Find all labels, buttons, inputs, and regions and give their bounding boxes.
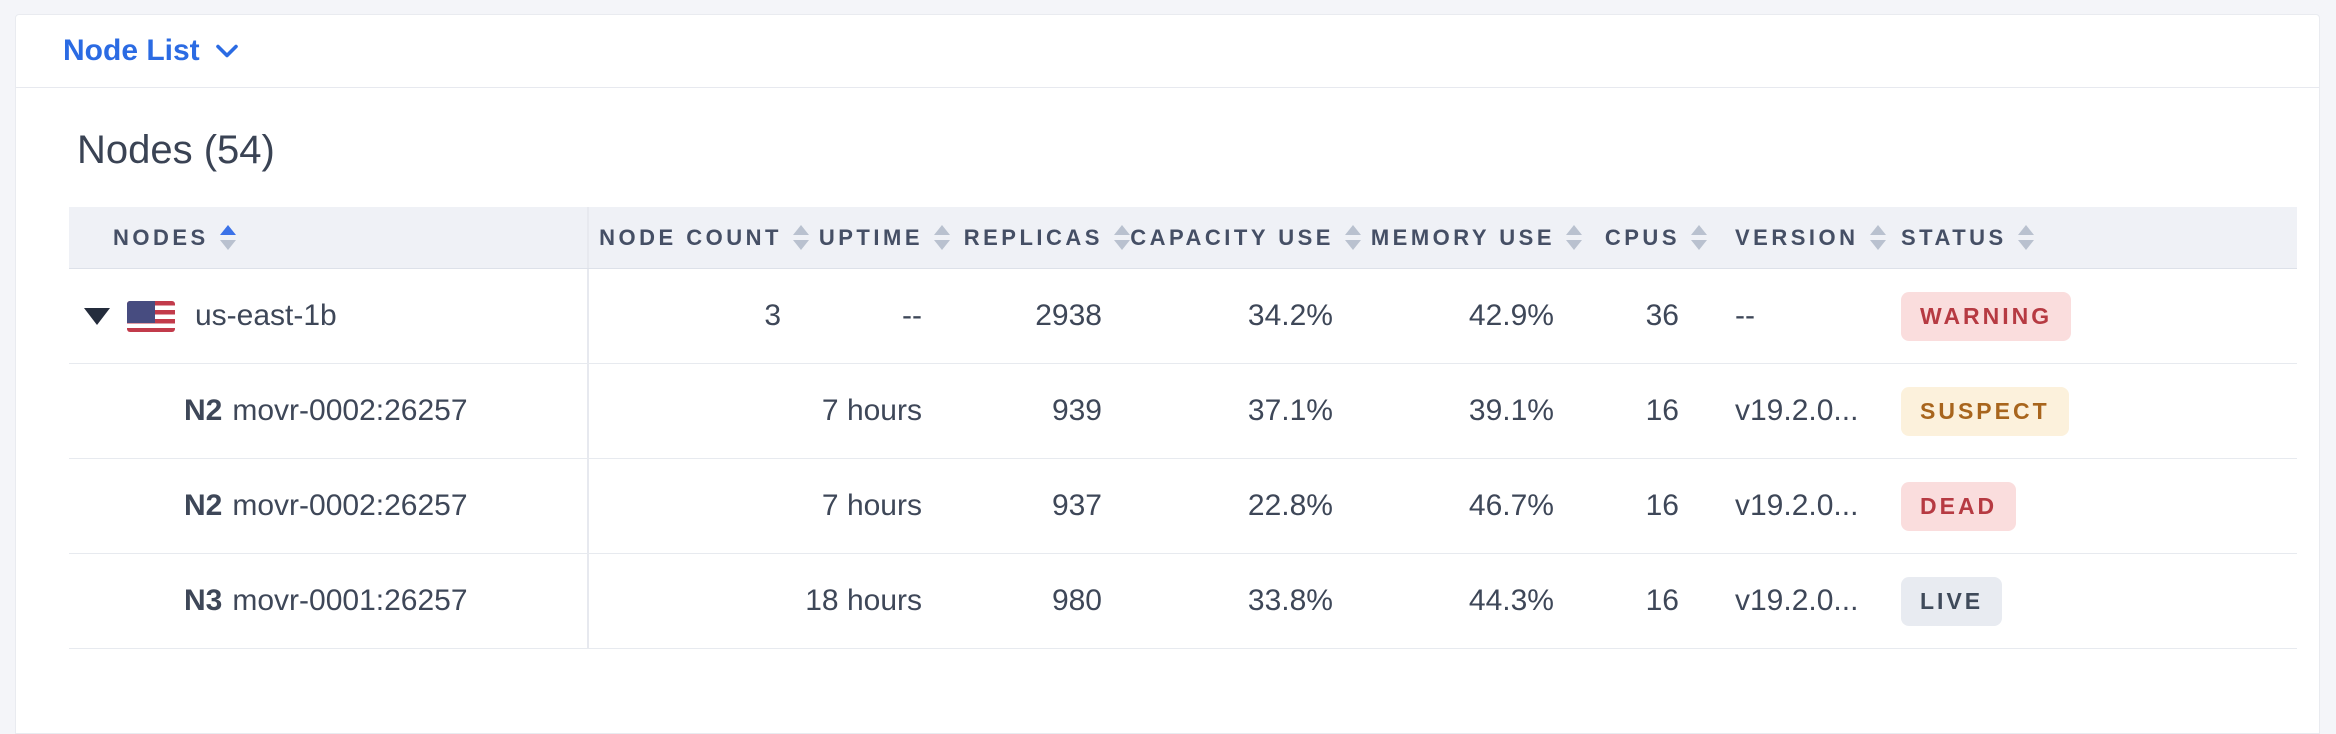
column-header-nodes[interactable]: NODES <box>69 207 589 268</box>
column-header-cpus[interactable]: CPUS <box>1582 207 1707 268</box>
column-label: STATUS <box>1901 224 2007 250</box>
column-label: CPUS <box>1604 224 1680 250</box>
status-cell: DEAD <box>1901 459 2297 553</box>
sort-icon <box>793 225 809 250</box>
nodes-table: NODES NODE COUNT UPTIME REPLICAS CAPACIT… <box>69 207 2297 649</box>
chevron-down-icon <box>215 44 239 59</box>
status-badge: WARNING <box>1901 291 2072 341</box>
column-label: UPTIME <box>818 224 923 250</box>
memory-use-cell: 39.1% <box>1468 394 1554 427</box>
column-label: CAPACITY USE <box>1130 224 1334 250</box>
node-cell: N2 movr-0002:26257 <box>69 459 589 553</box>
status-cell: SUSPECT <box>1901 364 2297 458</box>
capacity-use-cell: 37.1% <box>1247 394 1333 427</box>
memory-use-cell: 44.3% <box>1468 584 1554 617</box>
cpus-cell: 16 <box>1645 489 1679 522</box>
memory-use-cell: 46.7% <box>1468 489 1554 522</box>
replicas-cell: 939 <box>1051 394 1102 427</box>
node-count-cell <box>589 364 809 458</box>
version-cell: v19.2.0... <box>1735 489 1859 522</box>
node-id: N2 <box>184 489 223 522</box>
replicas-cell: 2938 <box>1035 299 1102 332</box>
status-badge: LIVE <box>1901 576 2003 626</box>
column-label: VERSION <box>1735 224 1859 250</box>
nodes-count-heading: Nodes (54) <box>77 128 275 172</box>
node-cell: N3 movr-0001:26257 <box>69 554 589 648</box>
node-count-cell: 3 <box>764 299 781 332</box>
status-cell: WARNING <box>1901 269 2297 363</box>
column-header-capacity-use[interactable]: CAPACITY USE <box>1130 207 1361 268</box>
card-header: Node List <box>16 15 2319 88</box>
node-id: N2 <box>184 394 223 427</box>
node-count-cell <box>589 459 809 553</box>
version-cell: v19.2.0... <box>1735 394 1859 427</box>
memory-use-cell: 42.9% <box>1468 299 1554 332</box>
uptime-cell: -- <box>902 299 922 332</box>
node-count-cell <box>589 554 809 648</box>
version-cell: -- <box>1735 299 1755 332</box>
node-list-dropdown-label: Node List <box>63 34 200 67</box>
uptime-cell: 7 hours <box>821 489 922 522</box>
table-row-node[interactable]: N2 movr-0002:26257 7 hours 939 37.1% 39.… <box>69 364 2297 459</box>
column-label: MEMORY USE <box>1370 224 1555 250</box>
cpus-cell: 16 <box>1645 584 1679 617</box>
capacity-use-cell: 22.8% <box>1247 489 1333 522</box>
sort-icon <box>219 225 236 250</box>
sort-icon <box>1869 225 1886 250</box>
sort-icon <box>1345 225 1361 250</box>
version-cell: v19.2.0... <box>1735 584 1859 617</box>
node-id: N3 <box>184 584 223 617</box>
us-flag-icon <box>127 300 175 332</box>
column-header-node-count[interactable]: NODE COUNT <box>589 207 809 268</box>
table-row-node[interactable]: N2 movr-0002:26257 7 hours 937 22.8% 46.… <box>69 459 2297 554</box>
status-badge: DEAD <box>1901 481 2017 531</box>
column-header-uptime[interactable]: UPTIME <box>809 207 950 268</box>
table-row-node[interactable]: N3 movr-0001:26257 18 hours 980 33.8% 44… <box>69 554 2297 649</box>
replicas-cell: 937 <box>1051 489 1102 522</box>
capacity-use-cell: 34.2% <box>1247 299 1333 332</box>
collapse-caret-icon[interactable] <box>84 307 110 325</box>
sort-icon <box>1566 225 1582 250</box>
uptime-cell: 18 hours <box>805 584 922 617</box>
cpus-cell: 16 <box>1645 394 1679 427</box>
column-label: NODES <box>113 224 209 250</box>
column-header-status[interactable]: STATUS <box>1901 207 2297 268</box>
column-header-replicas[interactable]: REPLICAS <box>950 207 1130 268</box>
node-address: movr-0001:26257 <box>232 584 468 617</box>
node-list-dropdown[interactable]: Node List <box>63 34 239 68</box>
node-address: movr-0002:26257 <box>232 394 468 427</box>
cpus-cell: 36 <box>1645 299 1679 332</box>
sort-icon <box>2017 225 2034 250</box>
column-header-version[interactable]: VERSION <box>1707 207 1901 268</box>
replicas-cell: 980 <box>1051 584 1102 617</box>
sort-icon <box>1691 225 1707 250</box>
card-content: Nodes (54) NODES NODE COUNT UPTIME REPLI… <box>16 128 2319 649</box>
table-row-region[interactable]: us-east-1b 3 -- 2938 34.2% 42.9% 36 -- W… <box>69 269 2297 364</box>
node-list-card: Node List Nodes (54) NODES NODE COUNT UP… <box>15 14 2320 734</box>
region-label: us-east-1b <box>195 299 337 332</box>
column-label: NODE COUNT <box>599 224 782 250</box>
node-cell: N2 movr-0002:26257 <box>69 364 589 458</box>
sort-icon <box>934 225 950 250</box>
capacity-use-cell: 33.8% <box>1247 584 1333 617</box>
uptime-cell: 7 hours <box>821 394 922 427</box>
status-badge: SUSPECT <box>1901 386 2069 436</box>
table-header-row: NODES NODE COUNT UPTIME REPLICAS CAPACIT… <box>69 207 2297 269</box>
column-header-memory-use[interactable]: MEMORY USE <box>1361 207 1582 268</box>
column-label: REPLICAS <box>963 224 1103 250</box>
region-cell: us-east-1b <box>69 269 589 363</box>
sort-icon <box>1114 225 1130 250</box>
status-cell: LIVE <box>1901 554 2297 648</box>
node-address: movr-0002:26257 <box>232 489 468 522</box>
